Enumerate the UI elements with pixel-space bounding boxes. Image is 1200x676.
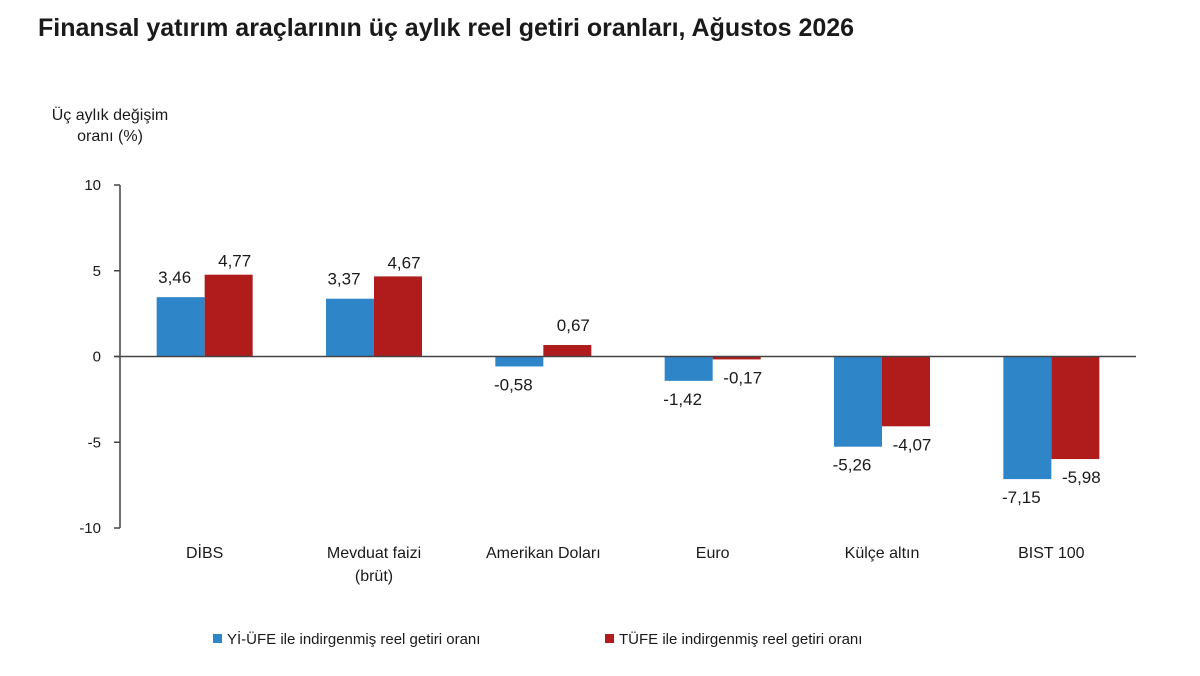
category-label: (brüt) [355, 568, 393, 585]
bar-yiufe [1003, 356, 1052, 480]
y-axis-label-line: oranı (%) [77, 128, 143, 145]
data-label: -0,58 [494, 375, 533, 394]
category-label: Külçe altın [845, 545, 920, 562]
bar-tufe [543, 345, 592, 357]
category-label: Amerikan Doları [486, 545, 601, 562]
bar-tufe [1051, 356, 1100, 460]
category-label: DİBS [186, 543, 223, 562]
bar-yiufe [664, 356, 713, 381]
y-tick-label: 0 [93, 349, 101, 366]
bar-yiufe [156, 297, 205, 357]
data-label: 0,67 [557, 316, 590, 335]
bar-yiufe [495, 356, 544, 367]
data-label: 3,46 [158, 268, 191, 287]
y-tick-label: 5 [93, 263, 101, 280]
data-label: -4,07 [893, 435, 932, 454]
y-axis-label-group: Üç aylık değişim oranı (%) [52, 106, 168, 145]
data-label: 4,77 [218, 252, 251, 271]
legend: Yİ-ÜFE ile indirgenmiş reel getiri oranı… [213, 630, 862, 648]
chart-title: Finansal yatırım araçlarının üç aylık re… [38, 14, 855, 42]
category-label: Euro [696, 545, 730, 562]
data-label: -1,42 [663, 390, 702, 409]
category-label: Mevduat faizi [327, 545, 421, 562]
data-label: -7,15 [1002, 488, 1041, 507]
data-label: 4,67 [387, 253, 420, 272]
bar-tufe [204, 274, 253, 357]
y-axis-label-line: Üç aylık değişim [52, 106, 168, 124]
y-tick-label: 10 [84, 177, 101, 194]
bar-yiufe [834, 356, 882, 447]
category-labels-group: DİBS Mevduat faizi (brüt) Amerikan Doları Eu… [186, 543, 1085, 585]
data-labels-group: 3,46 4,77 3,37 4,67 -0,58 0,67 -1,42 -0,17 -5,26… [158, 252, 1101, 507]
data-label: -5,26 [833, 456, 872, 475]
category-label: BIST 100 [1018, 545, 1085, 562]
y-tick-label: -5 [88, 434, 101, 451]
bar-tufe [374, 276, 422, 357]
y-axis: 10 5 0 -5 -10 [79, 177, 121, 537]
legend-label: Yİ-ÜFE ile indirgenmiş reel getiri oranı [227, 630, 480, 648]
bar-yiufe [326, 298, 374, 357]
legend-swatch-yiufe [213, 634, 222, 643]
bar-tufe [712, 356, 761, 360]
data-label: -5,98 [1062, 468, 1101, 487]
legend-swatch-tufe [605, 634, 614, 643]
bars-group [156, 274, 1100, 480]
data-label: 3,37 [327, 270, 360, 289]
bar-tufe [882, 356, 930, 427]
legend-label: TÜFE ile indirgenmiş reel getiri oranı [619, 630, 862, 648]
data-label: -0,17 [723, 368, 762, 387]
y-tick-label: -10 [79, 520, 101, 537]
